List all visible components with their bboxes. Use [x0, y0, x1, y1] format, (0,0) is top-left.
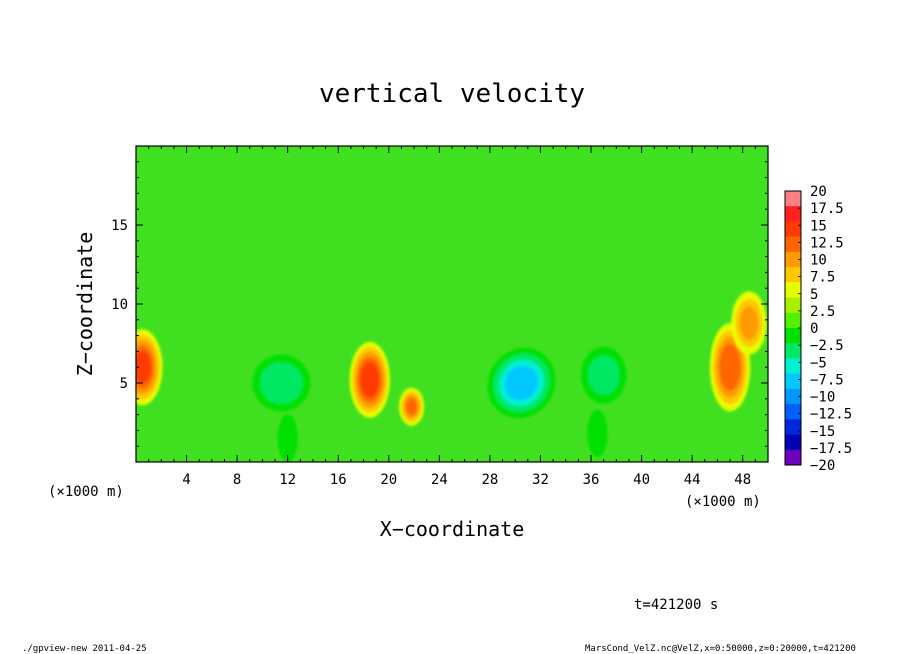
plot-area — [136, 146, 768, 462]
colorbar-label: −17.5 — [810, 441, 852, 457]
colorbar-swatch — [785, 404, 801, 420]
x-tick-label: 40 — [633, 472, 650, 488]
colorbar-label: 7.5 — [810, 270, 835, 286]
colorbar-swatch — [785, 388, 801, 405]
colorbar-swatch — [785, 434, 801, 451]
x-axis-label: X−coordinate — [380, 517, 525, 541]
contour-level — [360, 362, 380, 398]
colorbar-swatch — [785, 206, 801, 222]
heatmap-cell — [136, 329, 163, 406]
contour-level — [136, 351, 151, 384]
colorbar-label: 10 — [810, 253, 827, 269]
heatmap-cell — [398, 387, 425, 426]
colorbar-swatch — [785, 221, 801, 238]
x-tick-label: 8 — [233, 472, 241, 488]
heatmap-cell — [487, 347, 556, 419]
time-label: t=421200 s — [634, 597, 718, 613]
heatmap-features — [136, 291, 767, 462]
colorbar-swatch — [785, 419, 801, 436]
chart-title: vertical velocity — [319, 79, 585, 109]
colorbar-label: 0 — [810, 321, 818, 337]
colorbar-label: −7.5 — [810, 372, 844, 388]
contour-level — [406, 398, 418, 416]
contour-level — [277, 414, 298, 462]
x-tick-label: 16 — [330, 472, 347, 488]
contour-level — [587, 409, 608, 458]
colorbar-label: 2.5 — [810, 304, 835, 320]
x-tick-label: 48 — [734, 472, 751, 488]
x-tick-label: 20 — [380, 472, 397, 488]
colorbar-label: 12.5 — [810, 235, 844, 251]
colorbar-label: −15 — [810, 424, 835, 440]
colorbar-label: −2.5 — [810, 338, 844, 354]
colorbar-swatch — [785, 282, 801, 299]
contour-level — [739, 306, 759, 340]
y-axis-ticks: 5 10 15 — [111, 161, 768, 447]
colorbar-frame — [784, 190, 802, 466]
x-axis-ticks: 4 8 12 16 20 24 28 32 36 40 44 48 — [148, 146, 756, 488]
y-tick-label: 5 — [120, 376, 128, 392]
x-tick-label: 12 — [279, 472, 296, 488]
colorbar-label: −5 — [810, 355, 827, 371]
contour-level — [588, 355, 620, 395]
heatmap-cell — [731, 291, 767, 355]
y-tick-label: 15 — [111, 218, 128, 234]
colorbar-swatch — [785, 343, 801, 359]
y-tick-label: 10 — [111, 297, 128, 313]
x-tick-label: 44 — [684, 472, 701, 488]
plot-background — [136, 146, 768, 462]
colorbar-swatch — [785, 236, 801, 253]
colorbar-swatch — [785, 373, 801, 390]
colorbar-swatch — [785, 251, 801, 268]
x-tick-label: 4 — [182, 472, 190, 488]
colorbar-swatch — [785, 297, 801, 314]
x-tick-label: 28 — [481, 472, 498, 488]
y-axis-label: Z−coordinate — [73, 232, 97, 377]
colorbar-swatch — [785, 449, 801, 466]
x-unit-label-left: (×1000 m) — [48, 484, 124, 500]
footer-left: ./gpview-new 2011-04-25 — [22, 644, 147, 654]
heatmap-cell — [252, 354, 311, 412]
contour-level — [719, 343, 741, 391]
colorbar-label: −20 — [810, 458, 835, 474]
footer-right: MarsCond_VelZ.nc@VelZ,x=0:50000,z=0:2000… — [585, 644, 856, 654]
contour-level — [504, 365, 539, 401]
heatmap-cell — [580, 346, 627, 404]
heatmap-cell — [277, 414, 298, 462]
colorbar-swatch — [785, 358, 801, 375]
colorbar-label: −10 — [810, 390, 835, 406]
colorbar-label: 15 — [810, 218, 827, 234]
colorbar-swatch — [785, 328, 801, 344]
x-unit-label-right: (×1000 m) — [685, 494, 761, 510]
colorbar-swatch — [785, 191, 801, 207]
colorbar-label: −12.5 — [810, 407, 852, 423]
heatmap-cell — [349, 341, 391, 418]
colorbar-label: 20 — [810, 184, 827, 200]
colorbar-label: 17.5 — [810, 201, 844, 217]
x-tick-label: 36 — [583, 472, 600, 488]
x-tick-label: 32 — [532, 472, 549, 488]
heatmap-cell — [587, 409, 608, 458]
colorbar-label: 5 — [810, 287, 818, 303]
contour-level — [260, 362, 303, 404]
x-tick-label: 24 — [431, 472, 448, 488]
colorbar-swatch — [785, 312, 801, 329]
colorbar-swatch — [785, 267, 801, 283]
